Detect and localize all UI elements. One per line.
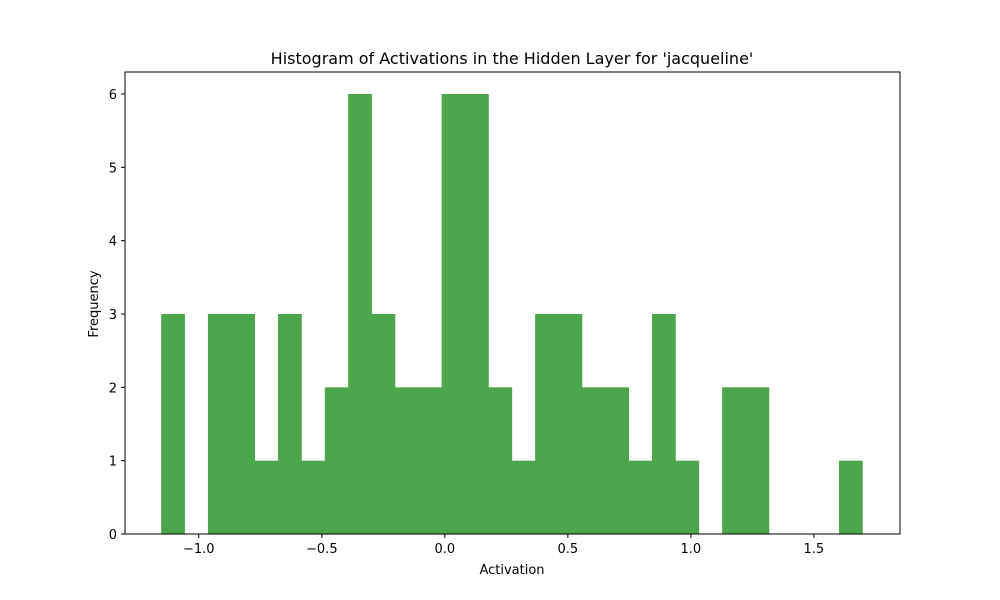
histogram-bar <box>605 387 630 534</box>
chart-title: Histogram of Activations in the Hidden L… <box>271 49 754 68</box>
x-axis-label: Activation <box>479 563 544 578</box>
histogram-bar <box>324 387 349 534</box>
histogram-bar <box>394 387 419 534</box>
histogram-bar <box>301 460 326 534</box>
histogram-bar <box>722 387 746 534</box>
y-axis-label: Frequency <box>87 270 102 337</box>
histogram-bar <box>745 387 770 534</box>
histogram-bar <box>558 314 583 534</box>
histogram-bar <box>161 314 185 534</box>
histogram-bar <box>254 460 279 534</box>
histogram-bar <box>652 314 676 534</box>
y-tick-label: 3 <box>109 308 117 323</box>
x-tick-label: 1.5 <box>804 542 825 557</box>
histogram-bar <box>838 460 863 534</box>
y-tick-label: 5 <box>109 161 117 176</box>
histogram-bar <box>581 387 606 534</box>
histogram-bar <box>465 94 489 534</box>
histogram-bar <box>441 94 466 534</box>
plot-area-frame <box>124 71 901 535</box>
y-tick-label: 0 <box>109 528 117 543</box>
y-tick-label: 4 <box>109 235 117 250</box>
histogram-bar <box>535 314 559 534</box>
histogram-bar <box>231 314 256 534</box>
histogram-bar <box>207 314 232 534</box>
x-tick-label: −1.0 <box>183 542 215 557</box>
bars-group <box>161 94 863 534</box>
y-tick-label: 6 <box>109 88 117 103</box>
histogram-bar <box>348 94 372 534</box>
histogram-bar <box>488 387 513 534</box>
x-axis-ticks: −1.0 −0.5 0.0 0.5 1.0 1.5 <box>183 534 824 557</box>
histogram-bar <box>628 460 653 534</box>
x-tick-label: −0.5 <box>306 542 338 557</box>
histogram-bar <box>278 314 302 534</box>
y-tick-label: 2 <box>109 381 117 396</box>
x-tick-label: 0.0 <box>434 542 455 557</box>
y-tick-label: 1 <box>109 455 117 470</box>
y-axis-ticks: 0 1 2 3 4 5 6 <box>109 88 125 543</box>
x-tick-label: 1.0 <box>681 542 702 557</box>
histogram-bar <box>418 387 443 534</box>
histogram-bar <box>371 314 396 534</box>
x-tick-label: 0.5 <box>558 542 579 557</box>
histogram-bar <box>675 460 700 534</box>
histogram-bar <box>511 460 536 534</box>
